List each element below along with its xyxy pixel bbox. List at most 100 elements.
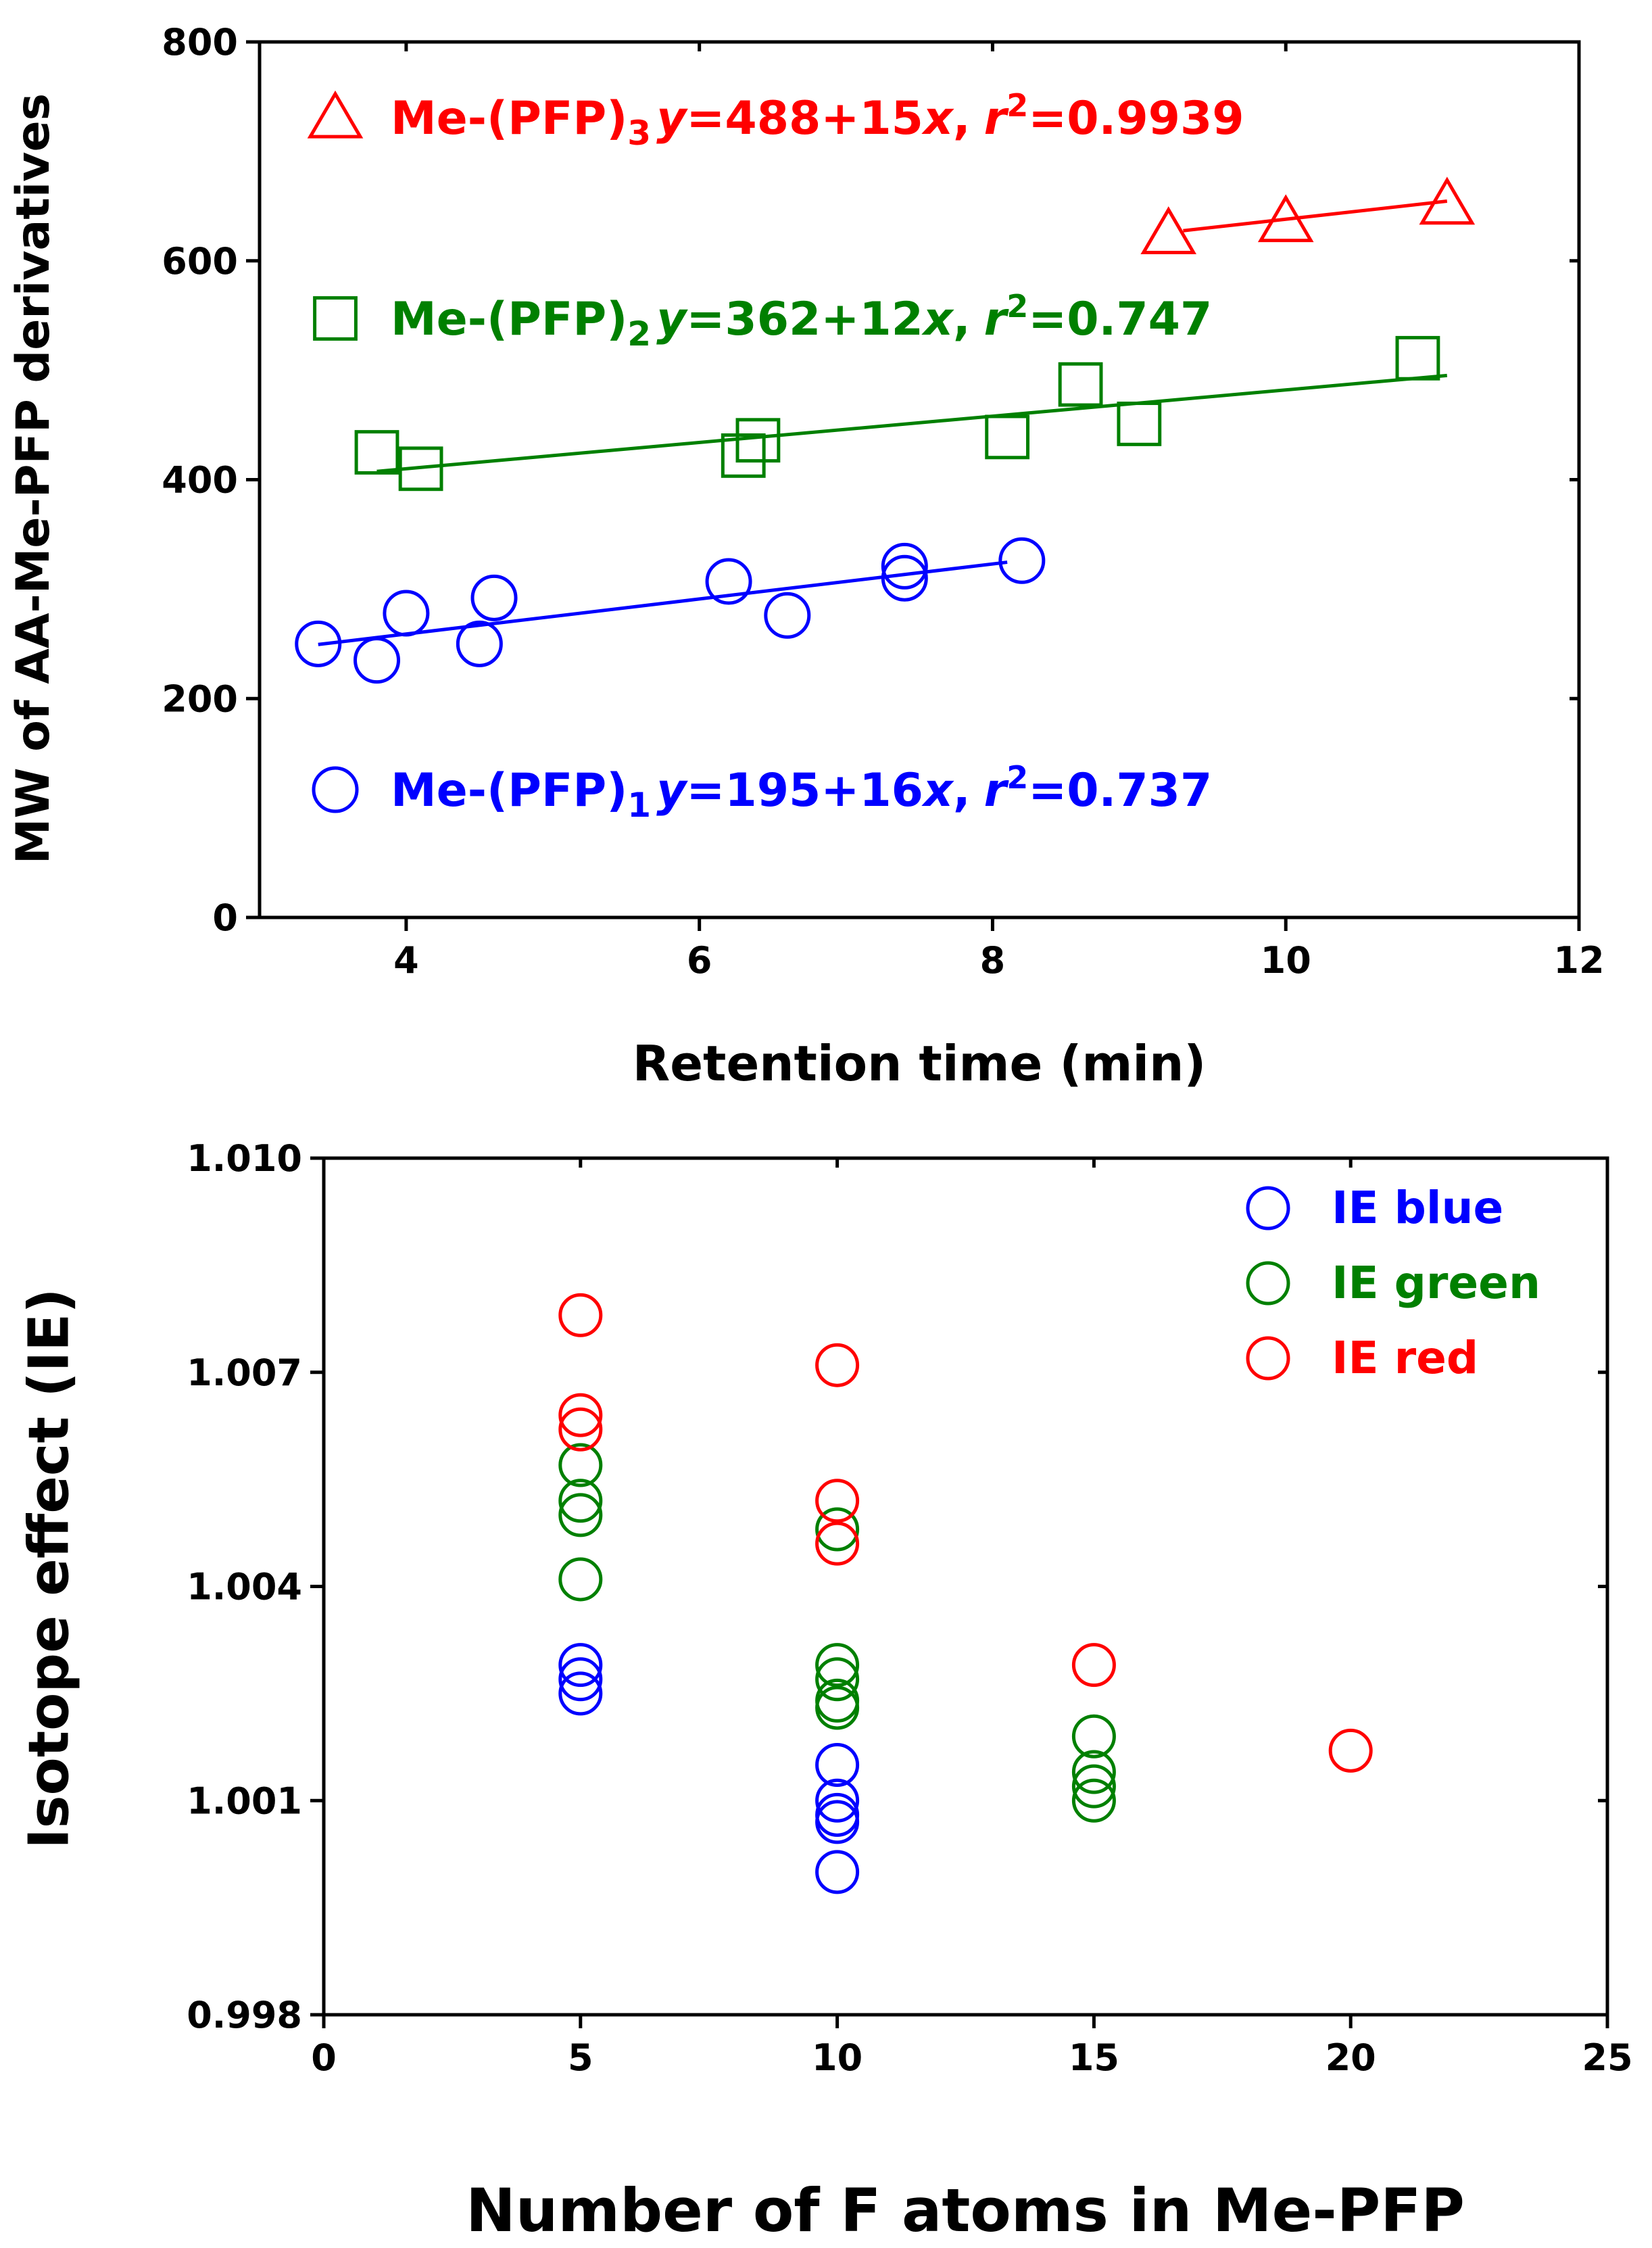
legend-name-subscript: 2 [627, 314, 651, 354]
x-tick-label: 12 [1553, 939, 1604, 982]
legend-entry: Me-(PFP)3 y=488+15x, r2=0.9939 [307, 87, 1244, 153]
data-point [815, 1742, 860, 1787]
y-axis-label: Isotope effect (IE) [18, 1288, 82, 1849]
x-tick-label: 25 [1582, 2036, 1632, 2079]
legend-name: Me-(PFP) [391, 92, 627, 145]
y-tick-label: 1.010 [187, 1137, 302, 1180]
legend-label: IE green [1332, 1257, 1540, 1309]
fit-line [376, 373, 1448, 473]
x-tick-label: 15 [1069, 2036, 1119, 2079]
series-ie-red [558, 1293, 1373, 1773]
legend-marker [312, 766, 359, 813]
equation-y: y [656, 293, 688, 346]
equation-r: r [984, 764, 1010, 817]
legend-marker [1246, 1261, 1290, 1306]
data-point [815, 1678, 860, 1723]
data-point [998, 537, 1046, 584]
data-point [354, 637, 401, 684]
x-axis-label: Retention time (min) [633, 1035, 1206, 1092]
data-point [1071, 1750, 1116, 1794]
legend: IE blue IE green IE red [1246, 1182, 1540, 1384]
legend-label: IE red [1332, 1332, 1478, 1384]
x-tick-label: 10 [812, 2036, 863, 2079]
x-tick-label: 4 [393, 939, 419, 982]
data-point [470, 574, 518, 621]
data-point [1058, 362, 1103, 407]
y-tick-label: 600 [162, 240, 238, 283]
data-point [558, 1657, 603, 1702]
data-point [1117, 402, 1162, 446]
data-point [815, 1850, 860, 1894]
data-point [1071, 1643, 1116, 1688]
legend-label: Me-(PFP)3 y=488+15x, r2=0.9939 [391, 87, 1244, 153]
data-point [881, 554, 928, 602]
y-tick-label: 1.004 [187, 1566, 302, 1608]
equation-x: x [921, 764, 954, 817]
data-point [815, 1792, 860, 1837]
data-point [815, 1643, 860, 1688]
legend-entry: IE red [1246, 1332, 1478, 1384]
data-point [558, 1557, 603, 1602]
series-me-pfp-3 [1140, 176, 1476, 254]
data-point [1071, 1714, 1116, 1759]
x-tick-label: 5 [568, 2036, 593, 2079]
equation-r2: =0.737 [1028, 764, 1212, 817]
data-point [456, 620, 503, 667]
legend-entry: IE blue [1246, 1182, 1503, 1234]
fit-line [318, 560, 1008, 646]
y-tick-label: 0 [212, 896, 238, 939]
equation-x: x [921, 92, 954, 145]
y-tick-label: 1.001 [187, 1779, 302, 1822]
data-point [1071, 1778, 1116, 1823]
x-tick-label: 10 [1261, 939, 1311, 982]
y-tick-label: 800 [162, 21, 238, 64]
equation-r-superscript: 2 [1006, 759, 1028, 796]
x-axis: 4 6 8 10 12 [393, 42, 1605, 982]
x-tick-label: 8 [980, 939, 1006, 982]
data-point [1257, 194, 1314, 243]
y-tick-label: 400 [162, 459, 238, 502]
legend-marker [313, 296, 358, 341]
data-point [558, 1671, 603, 1716]
data-point [1419, 176, 1476, 225]
data-point [295, 620, 342, 667]
equation-r2: =0.747 [1028, 293, 1212, 346]
y-tick-label: 200 [162, 677, 238, 720]
y-axis: 0 200 400 600 800 [162, 21, 1579, 939]
equation-r2: =0.9939 [1028, 92, 1244, 145]
data-point [558, 1393, 603, 1437]
legend-label: Me-(PFP)2 y=362+12x, r2=0.747 [391, 288, 1212, 354]
data-point [815, 1479, 860, 1523]
data-point [985, 414, 1030, 460]
x-axis-label: Number of F atoms in Me-PFP [466, 2176, 1465, 2245]
equation-sep: , [953, 293, 971, 346]
data-point [815, 1778, 860, 1823]
y-axis-label: MW of AA-Me-PFP derivatives [7, 93, 60, 864]
data-point [1328, 1728, 1373, 1773]
legend-entry: Me-(PFP)2 y=362+12x, r2=0.747 [313, 288, 1212, 354]
legend-name-subscript: 3 [627, 114, 651, 153]
legend-name-subscript: 1 [627, 786, 651, 825]
data-point [721, 433, 766, 478]
series-me-pfp-1 [295, 537, 1046, 684]
data-point [815, 1657, 860, 1702]
equation-r-superscript: 2 [1006, 87, 1028, 124]
series-me-pfp-2 [354, 335, 1448, 492]
data-point [558, 1643, 603, 1688]
data-point [735, 418, 781, 463]
x-axis: 0 5 10 15 20 25 [311, 1158, 1633, 2079]
equation-body: =488+15 [686, 92, 923, 145]
y-tick-label: 1.007 [187, 1352, 302, 1394]
data-point [815, 1507, 860, 1552]
equation-r: r [984, 92, 1010, 145]
data-point [398, 446, 443, 492]
data-point [558, 1479, 603, 1523]
legend-marker [307, 90, 364, 139]
equation-sep: , [953, 92, 971, 145]
data-point [558, 1407, 603, 1452]
equation-sep: , [953, 764, 971, 817]
equation-body: =195+16 [686, 764, 923, 817]
data-point [881, 542, 928, 590]
